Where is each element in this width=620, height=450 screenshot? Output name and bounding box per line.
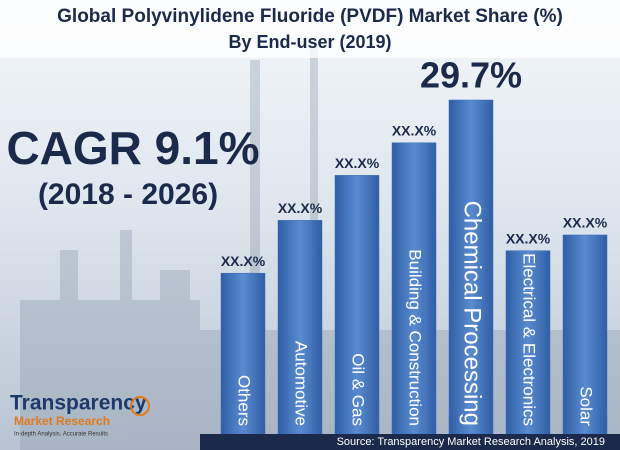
category-label: Chemical Processing xyxy=(459,201,486,426)
bar xyxy=(448,99,494,435)
value-label: XX.X% xyxy=(335,155,380,171)
bar xyxy=(220,272,266,435)
chart-subtitle: By End-user (2019) xyxy=(228,32,391,52)
value-label: 29.7% xyxy=(420,55,522,96)
period: (2018 - 2026) xyxy=(38,178,218,211)
value-label: XX.X% xyxy=(221,253,266,269)
value-label: XX.X% xyxy=(563,215,608,231)
logo-tagline: In-depth Analysis. Accurate Results xyxy=(14,432,108,438)
category-label: Building & Construction xyxy=(406,249,425,426)
chart-title: Global Polyvinylidene Fluoride (PVDF) Ma… xyxy=(57,6,563,27)
value-label: XX.X% xyxy=(506,230,551,246)
bar xyxy=(277,220,323,435)
logo: Transparency Market Research In-depth An… xyxy=(10,392,150,438)
title-band xyxy=(0,0,620,58)
source: Source: Transparency Market Research Ana… xyxy=(337,436,605,448)
category-label: Solar xyxy=(577,386,596,426)
logo-sub: Market Research xyxy=(14,414,110,428)
bar xyxy=(391,142,437,435)
source-band xyxy=(200,434,620,450)
category-label: Electrical & Electronics xyxy=(520,253,539,426)
logo-name: Transparency xyxy=(10,392,147,415)
category-label: Oil & Gas xyxy=(349,353,368,426)
value-label: XX.X% xyxy=(278,200,323,216)
cagr: CAGR 9.1% xyxy=(6,122,259,174)
value-label: XX.X% xyxy=(392,122,437,138)
bar xyxy=(562,234,608,435)
category-label: Others xyxy=(235,375,254,426)
category-label: Automotive xyxy=(292,341,311,426)
bar xyxy=(505,250,551,435)
bar xyxy=(334,175,380,435)
